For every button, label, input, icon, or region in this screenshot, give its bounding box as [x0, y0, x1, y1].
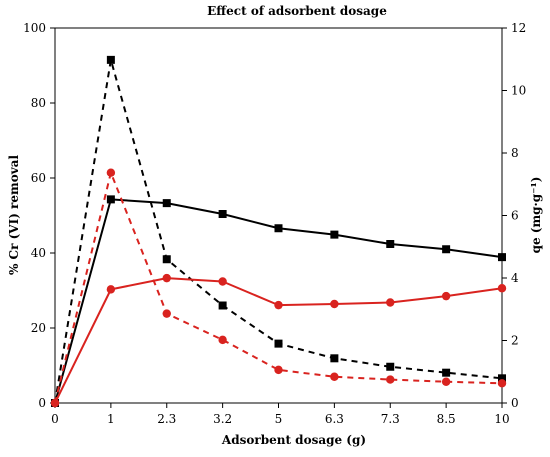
data-point — [441, 377, 451, 386]
data-point — [106, 55, 115, 64]
data-point — [162, 255, 171, 264]
series-line — [54, 171, 503, 404]
data-point — [386, 375, 395, 384]
data-point — [106, 285, 116, 294]
left-y-tick-label: 40 — [31, 246, 46, 260]
left-y-tick-label: 20 — [31, 321, 46, 335]
data-point — [106, 195, 115, 204]
data-point — [274, 300, 283, 310]
data-point — [218, 301, 227, 310]
data-point — [330, 354, 339, 363]
right-y-tick-label: 6 — [511, 209, 519, 223]
data-point — [106, 168, 116, 177]
x-tick-label: 1 — [107, 412, 115, 426]
x-tick-label: 10 — [494, 412, 509, 426]
right-y-tick-label: 8 — [511, 146, 519, 160]
data-point — [218, 277, 227, 286]
x-tick-label: 7.3 — [381, 412, 400, 426]
data-point — [330, 372, 339, 381]
data-point — [442, 245, 451, 254]
x-tick-label: 0 — [51, 412, 59, 426]
right-y-tick-label: 0 — [511, 396, 519, 410]
data-point — [162, 273, 171, 283]
data-point — [274, 365, 283, 375]
x-axis-label: Adsorbent dosage (g) — [221, 433, 366, 447]
x-tick-label: 5 — [275, 412, 283, 426]
x-tick-label: 6.3 — [325, 412, 344, 426]
data-point — [274, 224, 283, 233]
data-point — [498, 253, 506, 262]
left-y-tick-label: 60 — [31, 171, 46, 185]
x-tick-label: 2.3 — [157, 412, 176, 426]
data-point — [274, 339, 283, 348]
series-layer — [50, 55, 507, 408]
x-tick-label: 3.2 — [213, 412, 232, 426]
data-point — [330, 230, 339, 239]
data-point — [497, 379, 507, 388]
data-point — [442, 368, 451, 377]
left-y-axis-label: % Cr (VI) removal — [7, 155, 21, 275]
data-point — [497, 284, 507, 293]
data-point — [218, 210, 227, 218]
right-y-tick-label: 4 — [511, 271, 519, 285]
series-1 — [51, 55, 506, 407]
chart-title: Effect of adsorbent dosage — [207, 4, 387, 18]
data-point — [162, 309, 171, 318]
data-point — [498, 374, 506, 383]
axis-ticks: 0 1 2.3 3.2 5 6.3 7.3 8.5 1002040608010002468101… — [23, 21, 526, 426]
right-y-tick-label: 10 — [511, 84, 526, 98]
right-y-tick-label: 2 — [511, 334, 519, 348]
x-tick-label: 8.5 — [437, 412, 456, 426]
left-y-tick-label: 100 — [23, 21, 46, 35]
data-point — [441, 291, 451, 301]
right-y-axis-label: qe (mg·g⁻¹) — [529, 177, 543, 254]
series-2 — [50, 273, 507, 408]
data-point — [50, 398, 60, 408]
series-3 — [50, 168, 507, 408]
data-point — [162, 199, 171, 208]
data-point — [218, 335, 227, 345]
data-point — [330, 299, 339, 309]
left-y-tick-label: 80 — [31, 96, 46, 110]
data-point — [386, 362, 395, 371]
right-y-tick-label: 12 — [511, 21, 526, 35]
left-y-tick-label: 0 — [38, 396, 46, 410]
data-point — [386, 240, 395, 248]
data-point — [386, 298, 395, 307]
